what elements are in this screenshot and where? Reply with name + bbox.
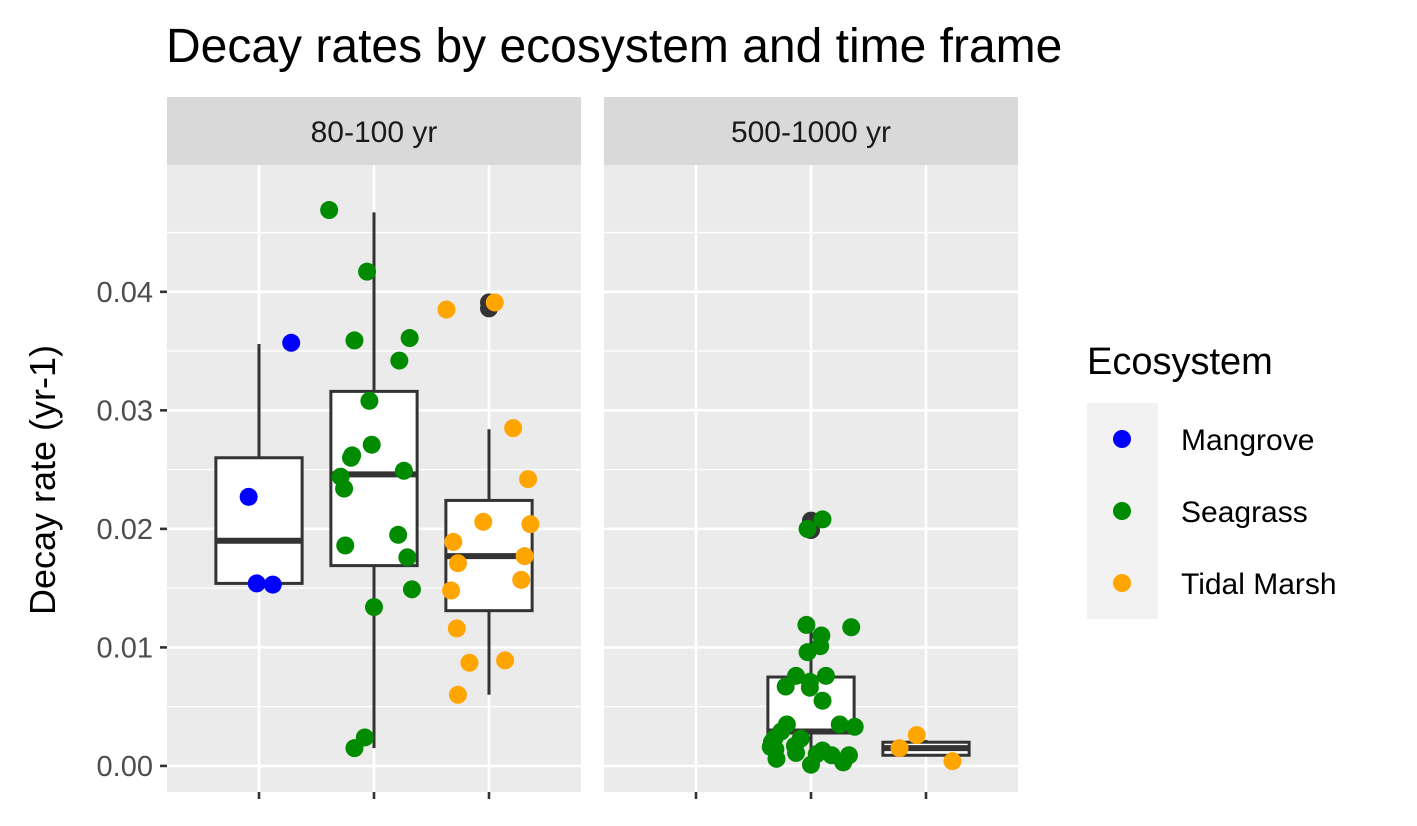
data-point-tidal-marsh — [496, 651, 515, 670]
data-point-seagrass — [336, 536, 355, 555]
data-point-tidal-marsh — [444, 532, 463, 551]
data-point-seagrass — [360, 391, 379, 410]
y-tick-label: 0.03 — [97, 395, 153, 427]
data-point-tidal-marsh — [512, 570, 531, 589]
data-point-tidal-marsh — [485, 293, 504, 312]
data-point-tidal-marsh — [448, 554, 467, 573]
data-point-tidal-marsh — [890, 739, 909, 758]
data-point-seagrass — [402, 580, 421, 599]
data-point-seagrass — [797, 615, 816, 634]
data-point-seagrass — [362, 435, 381, 454]
legend-key-seagrass — [1113, 502, 1131, 520]
data-point-mangrove — [282, 333, 301, 352]
y-tick-label: 0.02 — [97, 514, 153, 546]
data-point-seagrass — [845, 717, 864, 736]
data-point-seagrass — [842, 618, 861, 637]
data-point-tidal-marsh — [448, 685, 467, 704]
facet-panel: 500-1000 yr — [604, 97, 1018, 792]
data-point-seagrass — [390, 351, 409, 370]
data-point-mangrove — [263, 575, 282, 594]
legend: Ecosystem Mangrove Seagrass Tidal Marsh — [1087, 341, 1337, 619]
facet-strip — [604, 97, 1018, 165]
data-point-tidal-marsh — [474, 512, 493, 531]
data-point-tidal-marsh — [442, 581, 461, 600]
data-point-seagrass — [365, 598, 383, 617]
data-point-seagrass — [320, 201, 339, 220]
data-point-seagrass — [813, 510, 832, 529]
data-point-tidal-marsh — [437, 300, 456, 319]
data-point-seagrass — [813, 691, 832, 710]
box-mangrove — [214, 343, 304, 585]
data-point-seagrass — [798, 519, 817, 538]
data-point-seagrass — [798, 643, 817, 662]
legend-label: Tidal Marsh — [1181, 568, 1337, 601]
legend-title: Ecosystem — [1087, 341, 1273, 383]
data-point-tidal-marsh — [907, 726, 926, 745]
data-point-seagrass — [776, 677, 795, 696]
y-axis-title: Decay rate (yr-1) — [22, 345, 63, 615]
data-point-seagrass — [335, 479, 354, 498]
legend-label: Mangrove — [1181, 424, 1314, 457]
data-point-seagrass — [802, 755, 820, 774]
facet-panel: 80-100 yr — [167, 97, 581, 792]
data-point-tidal-marsh — [504, 419, 523, 438]
data-point-tidal-marsh — [460, 653, 479, 672]
data-point-seagrass — [767, 749, 786, 768]
facet-strip-label: 500-1000 yr — [731, 116, 891, 149]
data-point-seagrass — [394, 461, 413, 480]
chart-title: Decay rates by ecosystem and time frame — [166, 20, 1062, 73]
y-tick-label: 0.04 — [97, 277, 153, 309]
data-point-tidal-marsh — [943, 752, 962, 771]
data-point-seagrass — [389, 525, 408, 544]
legend-label: Seagrass — [1181, 496, 1308, 529]
data-point-seagrass — [816, 666, 835, 685]
data-point-seagrass — [830, 715, 849, 734]
facet-strip-label: 80-100 yr — [311, 116, 438, 149]
data-point-seagrass — [342, 448, 360, 467]
data-point-seagrass — [358, 262, 377, 281]
data-point-seagrass — [398, 548, 417, 567]
y-tick-label: 0.01 — [97, 632, 153, 664]
data-point-seagrass — [834, 753, 853, 772]
box-body — [214, 456, 304, 585]
data-point-tidal-marsh — [521, 515, 540, 534]
data-point-tidal-marsh — [519, 470, 538, 489]
data-point-seagrass — [400, 329, 419, 348]
data-point-seagrass — [787, 743, 806, 762]
facet-strip — [167, 97, 581, 165]
data-point-seagrass — [345, 739, 364, 758]
data-point-tidal-marsh — [447, 619, 466, 638]
y-tick-label: 0.00 — [97, 751, 153, 783]
data-point-mangrove — [239, 487, 258, 506]
legend-key-mangrove — [1113, 430, 1131, 448]
data-point-seagrass — [345, 331, 364, 350]
data-point-seagrass — [800, 678, 819, 697]
legend-key-tidal-marsh — [1113, 574, 1131, 592]
data-point-mangrove — [247, 574, 266, 593]
data-point-tidal-marsh — [515, 547, 534, 566]
